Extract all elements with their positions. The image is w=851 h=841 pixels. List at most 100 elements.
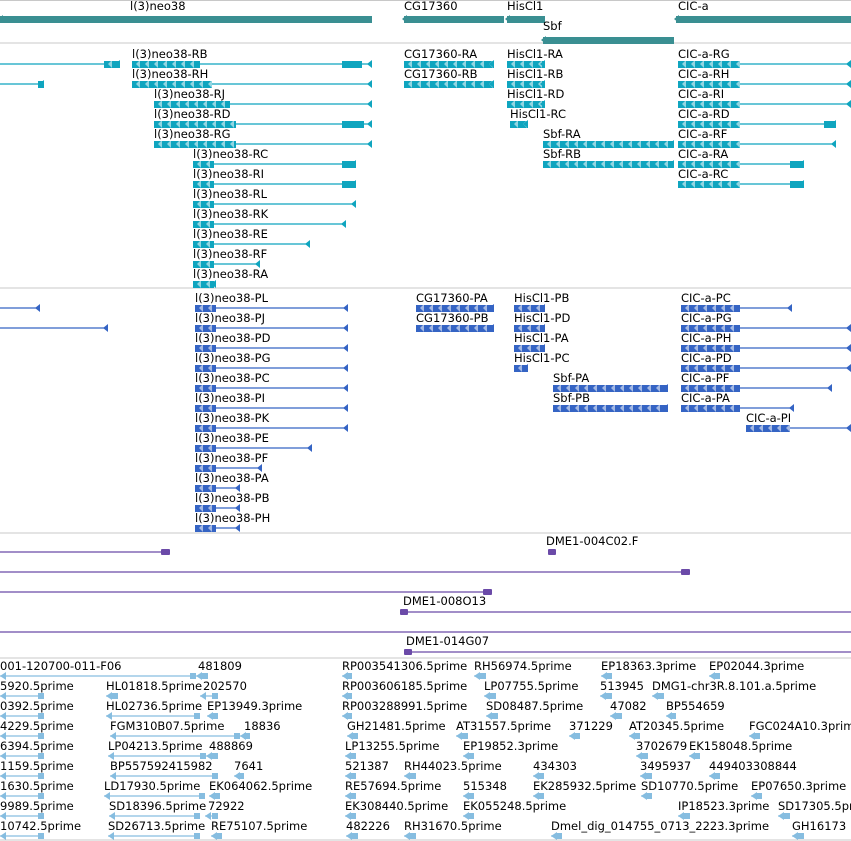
protein-label[interactable]: l(3)neo38-PC	[195, 371, 270, 385]
est-label[interactable]: EK158048.5prime	[689, 739, 793, 753]
protein-label[interactable]: Sbf-PA	[553, 371, 590, 385]
protein-label[interactable]: l(3)neo38-PH	[195, 511, 271, 525]
transcript-label[interactable]: l(3)neo38-RI	[193, 167, 265, 181]
transcript-label[interactable]: l(3)neo38-RL	[193, 187, 268, 201]
est-label[interactable]: EK064062.5prime	[209, 779, 313, 793]
est-label[interactable]: 001-120700-011-F06	[0, 659, 122, 673]
est-label[interactable]: DMG1-chr3R.8.101.a.5prime	[652, 679, 817, 693]
protein-label[interactable]: CIC-a-PG	[681, 311, 732, 325]
protein-label[interactable]: l(3)neo38-PG	[195, 351, 271, 365]
est-label[interactable]: EP19852.3prime	[463, 739, 559, 753]
est-label[interactable]: 7641	[234, 759, 264, 773]
est-label[interactable]: BP554659	[666, 699, 725, 713]
est-label[interactable]: 10742.5prime	[0, 819, 82, 833]
gene-label[interactable]: CIC-a	[678, 0, 709, 13]
transcript-label[interactable]: HisCl1-RB	[507, 67, 564, 81]
transcript-label[interactable]: CIC-a-RH	[678, 67, 730, 81]
protein-label[interactable]: HisCl1-PA	[514, 331, 569, 345]
est-label[interactable]: EP02044.3prime	[709, 659, 805, 673]
est-label[interactable]: RP003288991.5prime	[342, 699, 468, 713]
gene-label[interactable]: HisCl1	[507, 0, 544, 13]
transcript-label[interactable]: CIC-a-RD	[678, 107, 730, 121]
est-label[interactable]: 3495937	[640, 759, 692, 773]
protein-label[interactable]: l(3)neo38-PJ	[195, 311, 265, 325]
transcript-label[interactable]: HisCl1-RC	[510, 107, 566, 121]
est-label[interactable]: AT20345.5prime	[629, 719, 725, 733]
est-label[interactable]: 202570	[203, 679, 247, 693]
protein-label[interactable]: CG17360-PB	[416, 311, 489, 325]
est-label[interactable]: BP557592415982	[110, 759, 213, 773]
est-label[interactable]: 5920.5prime	[0, 679, 74, 693]
est-label[interactable]: 9989.5prime	[0, 799, 74, 813]
est-label[interactable]: SD08487.5prime	[486, 699, 584, 713]
protein-label[interactable]: CIC-a-PH	[681, 331, 732, 345]
est-label[interactable]: SD26713.5prime	[108, 819, 206, 833]
transcript-label[interactable]: l(3)neo38-RF	[193, 247, 268, 261]
est-label[interactable]: 449403308844	[709, 759, 797, 773]
est-label[interactable]: 488869	[209, 739, 253, 753]
clone-label[interactable]: DME1-008O13	[403, 594, 487, 608]
est-label[interactable]: LP13255.5prime	[345, 739, 440, 753]
est-label[interactable]: FGM310B07.5prime	[110, 719, 225, 733]
est-label[interactable]: RE57694.5prime	[345, 779, 442, 793]
est-label[interactable]: SD10770.5prime	[641, 779, 739, 793]
est-label[interactable]: FGC024A10.3prime	[749, 719, 851, 733]
est-label[interactable]: RE75107.5prime	[211, 819, 308, 833]
est-label[interactable]: 481809	[198, 659, 242, 673]
est-label[interactable]: EP07650.3prime	[751, 779, 847, 793]
transcript-label[interactable]: l(3)neo38-RE	[193, 227, 268, 241]
protein-label[interactable]: l(3)neo38-PA	[195, 471, 269, 485]
est-label[interactable]: 4229.5prime	[0, 719, 74, 733]
transcript-label[interactable]: HisCl1-RD	[507, 87, 565, 101]
protein-label[interactable]: CG17360-PA	[416, 291, 488, 305]
protein-label[interactable]: CIC-a-PC	[681, 291, 731, 305]
transcript-label[interactable]: CIC-a-RF	[678, 127, 728, 141]
transcript-label[interactable]: l(3)neo38-RJ	[154, 87, 226, 101]
est-label[interactable]: SD18396.5prime	[109, 799, 207, 813]
transcript-label[interactable]: l(3)neo38-RD	[154, 107, 231, 121]
transcript-label[interactable]: CG17360-RB	[404, 67, 478, 81]
est-label[interactable]: IP18523.3prime	[678, 799, 770, 813]
gene-label[interactable]: Sbf	[543, 19, 562, 33]
protein-label[interactable]: l(3)neo38-PK	[195, 411, 270, 425]
protein-label[interactable]: l(3)neo38-PE	[195, 431, 269, 445]
est-label[interactable]: EP18363.3prime	[601, 659, 697, 673]
est-label[interactable]: 3702679	[636, 739, 688, 753]
est-label[interactable]: 521387	[345, 759, 389, 773]
est-label[interactable]: HL01818.5prime	[106, 679, 203, 693]
est-label[interactable]: RP003541306.5prime	[342, 659, 468, 673]
protein-label[interactable]: l(3)neo38-PF	[195, 451, 269, 465]
est-label[interactable]: LP04213.5prime	[108, 739, 203, 753]
gene-label[interactable]: l(3)neo38	[130, 0, 186, 13]
est-label[interactable]: LP07755.5prime	[484, 679, 579, 693]
est-label[interactable]: GH21481.5prime	[347, 719, 446, 733]
est-label[interactable]: HL02736.5prime	[106, 699, 203, 713]
clone-label[interactable]: DME1-004C02.F	[546, 534, 639, 548]
transcript-label[interactable]: CG17360-RA	[404, 47, 478, 61]
est-label[interactable]: EK285932.5prime	[533, 779, 637, 793]
est-label[interactable]: 18836	[244, 719, 281, 733]
protein-label[interactable]: l(3)neo38-PB	[195, 491, 270, 505]
est-label[interactable]: 515348	[463, 779, 507, 793]
est-label[interactable]: 6394.5prime	[0, 739, 74, 753]
transcript-label[interactable]: CIC-a-RI	[678, 87, 725, 101]
est-label[interactable]: 482226	[346, 819, 390, 833]
protein-label[interactable]: l(3)neo38-PL	[195, 291, 269, 305]
transcript-label[interactable]: l(3)neo38-RB	[132, 47, 208, 61]
est-label[interactable]: 513945	[600, 679, 644, 693]
protein-label[interactable]: HisCl1-PD	[514, 311, 571, 325]
est-label[interactable]: 72922	[208, 799, 245, 813]
transcript-label[interactable]: Sbf-RB	[543, 147, 582, 161]
est-label[interactable]: 371229	[569, 719, 613, 733]
est-label[interactable]: 1630.5prime	[0, 779, 74, 793]
est-label[interactable]: EK055248.5prime	[463, 799, 567, 813]
est-label[interactable]: RH56974.5prime	[474, 659, 572, 673]
protein-label[interactable]: l(3)neo38-PI	[195, 391, 265, 405]
transcript-label[interactable]: l(3)neo38-RH	[132, 67, 209, 81]
transcript-label[interactable]: CIC-a-RG	[678, 47, 730, 61]
est-label[interactable]: RH31670.5prime	[404, 819, 502, 833]
transcript-label[interactable]: l(3)neo38-RK	[193, 207, 269, 221]
protein-label[interactable]: l(3)neo38-PD	[195, 331, 271, 345]
protein-label[interactable]: HisCl1-PB	[514, 291, 570, 305]
est-label[interactable]: 0392.5prime	[0, 699, 74, 713]
